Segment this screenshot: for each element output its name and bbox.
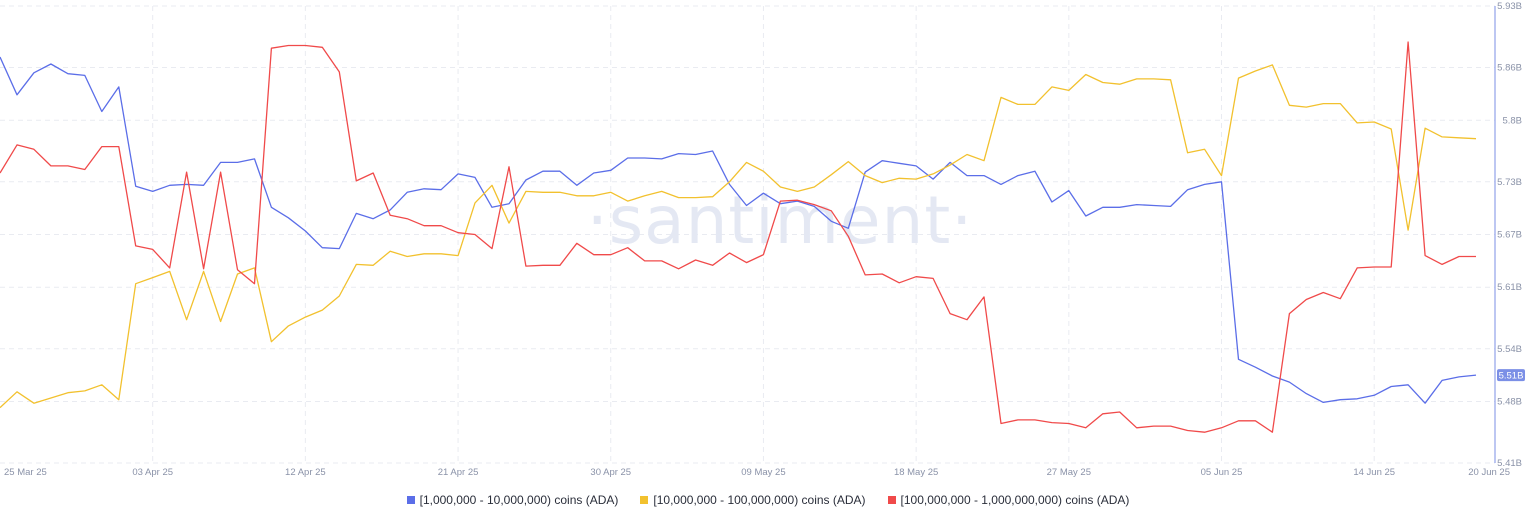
- y-tick-label: 5.61B: [1497, 282, 1522, 293]
- y-tick-label: 5.93B: [1497, 1, 1522, 12]
- watermark: ·santiment·: [587, 182, 973, 259]
- x-tick-label: 18 May 25: [894, 467, 938, 478]
- chart-area[interactable]: ·santiment· 5.41B 5.48B 5.54B 5.61B 5.67B 5.7…: [0, 0, 1536, 488]
- y-tick-label: 5.86B: [1497, 63, 1522, 74]
- series-line-1[interactable]: [0, 56, 1477, 404]
- x-tick-label: 05 Jun 25: [1201, 467, 1243, 478]
- x-tick-label: 30 Apr 25: [590, 467, 631, 478]
- legend: [1,000,000 - 10,000,000) coins (ADA) [10…: [0, 488, 1536, 512]
- y-axis: 5.41B 5.48B 5.54B 5.61B 5.67B 5.73B 5.8B 5.86B 5…: [1494, 1, 1522, 469]
- y-tick-label: 5.54B: [1497, 344, 1522, 355]
- x-tick-label: 21 Apr 25: [438, 467, 479, 478]
- legend-item-10m-100m[interactable]: [10,000,000 - 100,000,000) coins (ADA): [640, 493, 866, 507]
- y-tick-label: 5.48B: [1497, 396, 1522, 407]
- legend-swatch-icon: [887, 496, 896, 504]
- x-tick-label: 25 Mar 25: [4, 467, 47, 478]
- current-value-badge: 5.51B: [1497, 369, 1525, 382]
- grid-lines: [0, 5, 1495, 464]
- x-axis: 25 Mar 25 03 Apr 25 12 Apr 25 21 Apr 25 30 A…: [4, 467, 1510, 478]
- legend-item-1m-10m[interactable]: [1,000,000 - 10,000,000) coins (ADA): [406, 493, 619, 507]
- legend-label: [1,000,000 - 10,000,000) coins (ADA): [419, 493, 619, 507]
- y-tick-label: 5.8B: [1502, 115, 1522, 126]
- series-lines: [0, 41, 1477, 433]
- y-tick-label: 5.73B: [1497, 177, 1522, 188]
- y-tick-label: 5.67B: [1497, 230, 1522, 241]
- x-tick-label: 14 Jun 25: [1353, 467, 1395, 478]
- legend-swatch-icon: [640, 496, 649, 504]
- legend-label: [100,000,000 - 1,000,000,000) coins (ADA…: [900, 493, 1130, 507]
- legend-item-100m-1b[interactable]: [100,000,000 - 1,000,000,000) coins (ADA…: [887, 493, 1130, 507]
- series-line-2[interactable]: [0, 64, 1477, 409]
- x-tick-label: 20 Jun 25: [1468, 467, 1510, 478]
- current-value-badge-bg: [1497, 369, 1525, 382]
- y-tick-label: 5.41B: [1497, 458, 1522, 469]
- x-tick-label: 09 May 25: [741, 467, 785, 478]
- legend-swatch-icon: [406, 496, 415, 504]
- legend-label: [10,000,000 - 100,000,000) coins (ADA): [653, 493, 866, 507]
- series-line-3[interactable]: [0, 41, 1476, 433]
- x-tick-label: 03 Apr 25: [132, 467, 173, 478]
- x-tick-label: 12 Apr 25: [285, 467, 326, 478]
- x-tick-label: 27 May 25: [1047, 467, 1091, 478]
- current-value-label: 5.51B: [1499, 371, 1524, 382]
